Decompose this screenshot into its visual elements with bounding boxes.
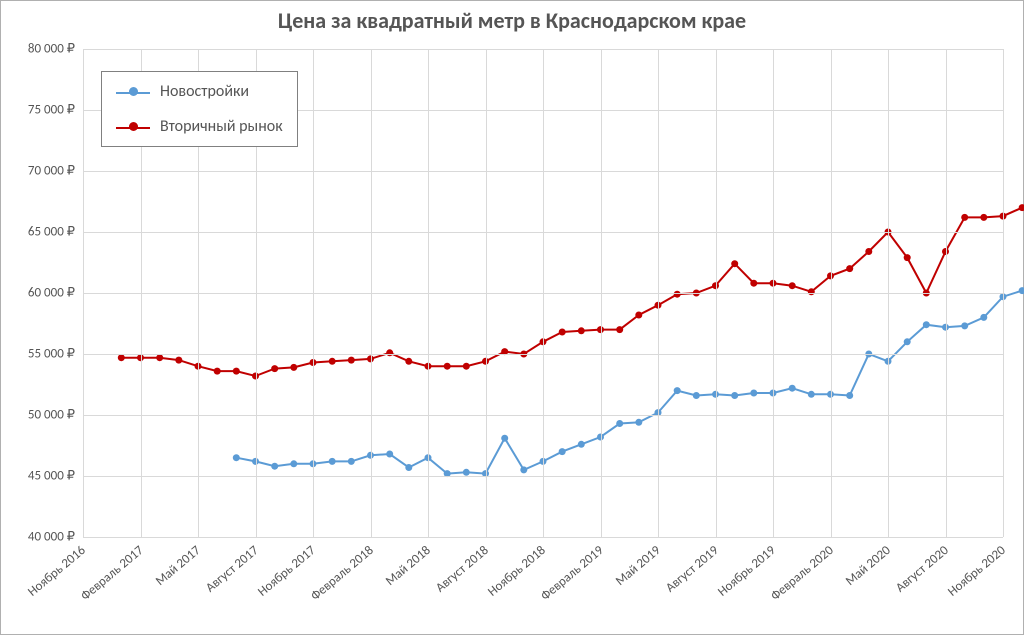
series-marker (750, 390, 757, 397)
series-marker (923, 321, 930, 328)
series-marker (348, 357, 355, 364)
series-marker (980, 214, 987, 221)
series-marker (616, 326, 623, 333)
series-line (236, 228, 1024, 473)
series-marker (808, 391, 815, 398)
series-marker (214, 368, 221, 375)
gridline-vertical (486, 49, 487, 537)
y-axis-label: 45 000 ₽ (28, 469, 83, 484)
series-marker (175, 357, 182, 364)
series-marker (405, 464, 412, 471)
y-axis-label: 65 000 ₽ (28, 225, 83, 240)
series-marker (961, 322, 968, 329)
chart: Цена за квадратный метр в Краснодарском … (0, 0, 1024, 635)
series-marker (348, 458, 355, 465)
series-marker (616, 420, 623, 427)
series-marker (1019, 204, 1024, 211)
series-marker (501, 435, 508, 442)
series-marker (904, 338, 911, 345)
series-marker (559, 329, 566, 336)
series-marker (405, 358, 412, 365)
series-marker (980, 314, 987, 321)
gridline-vertical (543, 49, 544, 537)
series-marker (635, 312, 642, 319)
series-marker (731, 260, 738, 267)
series-marker (290, 364, 297, 371)
legend-swatch (116, 84, 150, 100)
series-marker (271, 365, 278, 372)
series-marker (578, 327, 585, 334)
gridline-vertical (428, 49, 429, 537)
series-marker (865, 248, 872, 255)
series-marker (789, 282, 796, 289)
series-marker (674, 291, 681, 298)
series-marker (731, 392, 738, 399)
gridline-vertical (716, 49, 717, 537)
gridline-vertical (601, 49, 602, 537)
series-marker (463, 469, 470, 476)
series-marker (386, 349, 393, 356)
gridline-vertical (773, 49, 774, 537)
series-marker (578, 441, 585, 448)
chart-title: Цена за квадратный метр в Краснодарском … (1, 7, 1023, 34)
series-marker (1019, 287, 1024, 294)
series-marker (329, 358, 336, 365)
series-marker (233, 368, 240, 375)
legend-label: Вторичный рынок (160, 117, 283, 136)
series-marker (520, 466, 527, 473)
series-marker (635, 419, 642, 426)
series-marker (444, 363, 451, 370)
y-axis-label: 50 000 ₽ (28, 408, 83, 423)
series-marker (329, 458, 336, 465)
y-axis-label: 60 000 ₽ (28, 286, 83, 301)
legend-swatch (116, 119, 150, 135)
y-axis-label: 40 000 ₽ (28, 530, 83, 545)
series-marker (808, 288, 815, 295)
series-marker (290, 460, 297, 467)
gridline-vertical (371, 49, 372, 537)
gridline-vertical (831, 49, 832, 537)
series-marker (386, 451, 393, 458)
legend-item: Новостройки (116, 82, 283, 101)
series-marker (846, 265, 853, 272)
gridline-vertical (658, 49, 659, 537)
gridline-vertical (313, 49, 314, 537)
series-marker (463, 363, 470, 370)
series-marker (750, 280, 757, 287)
y-axis-label: 75 000 ₽ (28, 103, 83, 118)
series-marker (789, 385, 796, 392)
legend: Новостройки Вторичный рынок (101, 71, 298, 147)
series-marker (961, 214, 968, 221)
series-marker (693, 392, 700, 399)
gridline-vertical (83, 49, 84, 537)
gridline-vertical (1003, 49, 1004, 537)
series-marker (904, 254, 911, 261)
gridline-vertical (946, 49, 947, 537)
y-axis-label: 80 000 ₽ (28, 42, 83, 57)
series-marker (559, 448, 566, 455)
series-marker (118, 354, 125, 361)
gridline-vertical (888, 49, 889, 537)
y-axis-label: 55 000 ₽ (28, 347, 83, 362)
y-axis-label: 70 000 ₽ (28, 164, 83, 179)
legend-label: Новостройки (160, 82, 249, 101)
series-marker (674, 387, 681, 394)
series-marker (271, 463, 278, 470)
legend-item: Вторичный рынок (116, 117, 283, 136)
series-marker (156, 354, 163, 361)
series-marker (846, 392, 853, 399)
series-marker (233, 454, 240, 461)
